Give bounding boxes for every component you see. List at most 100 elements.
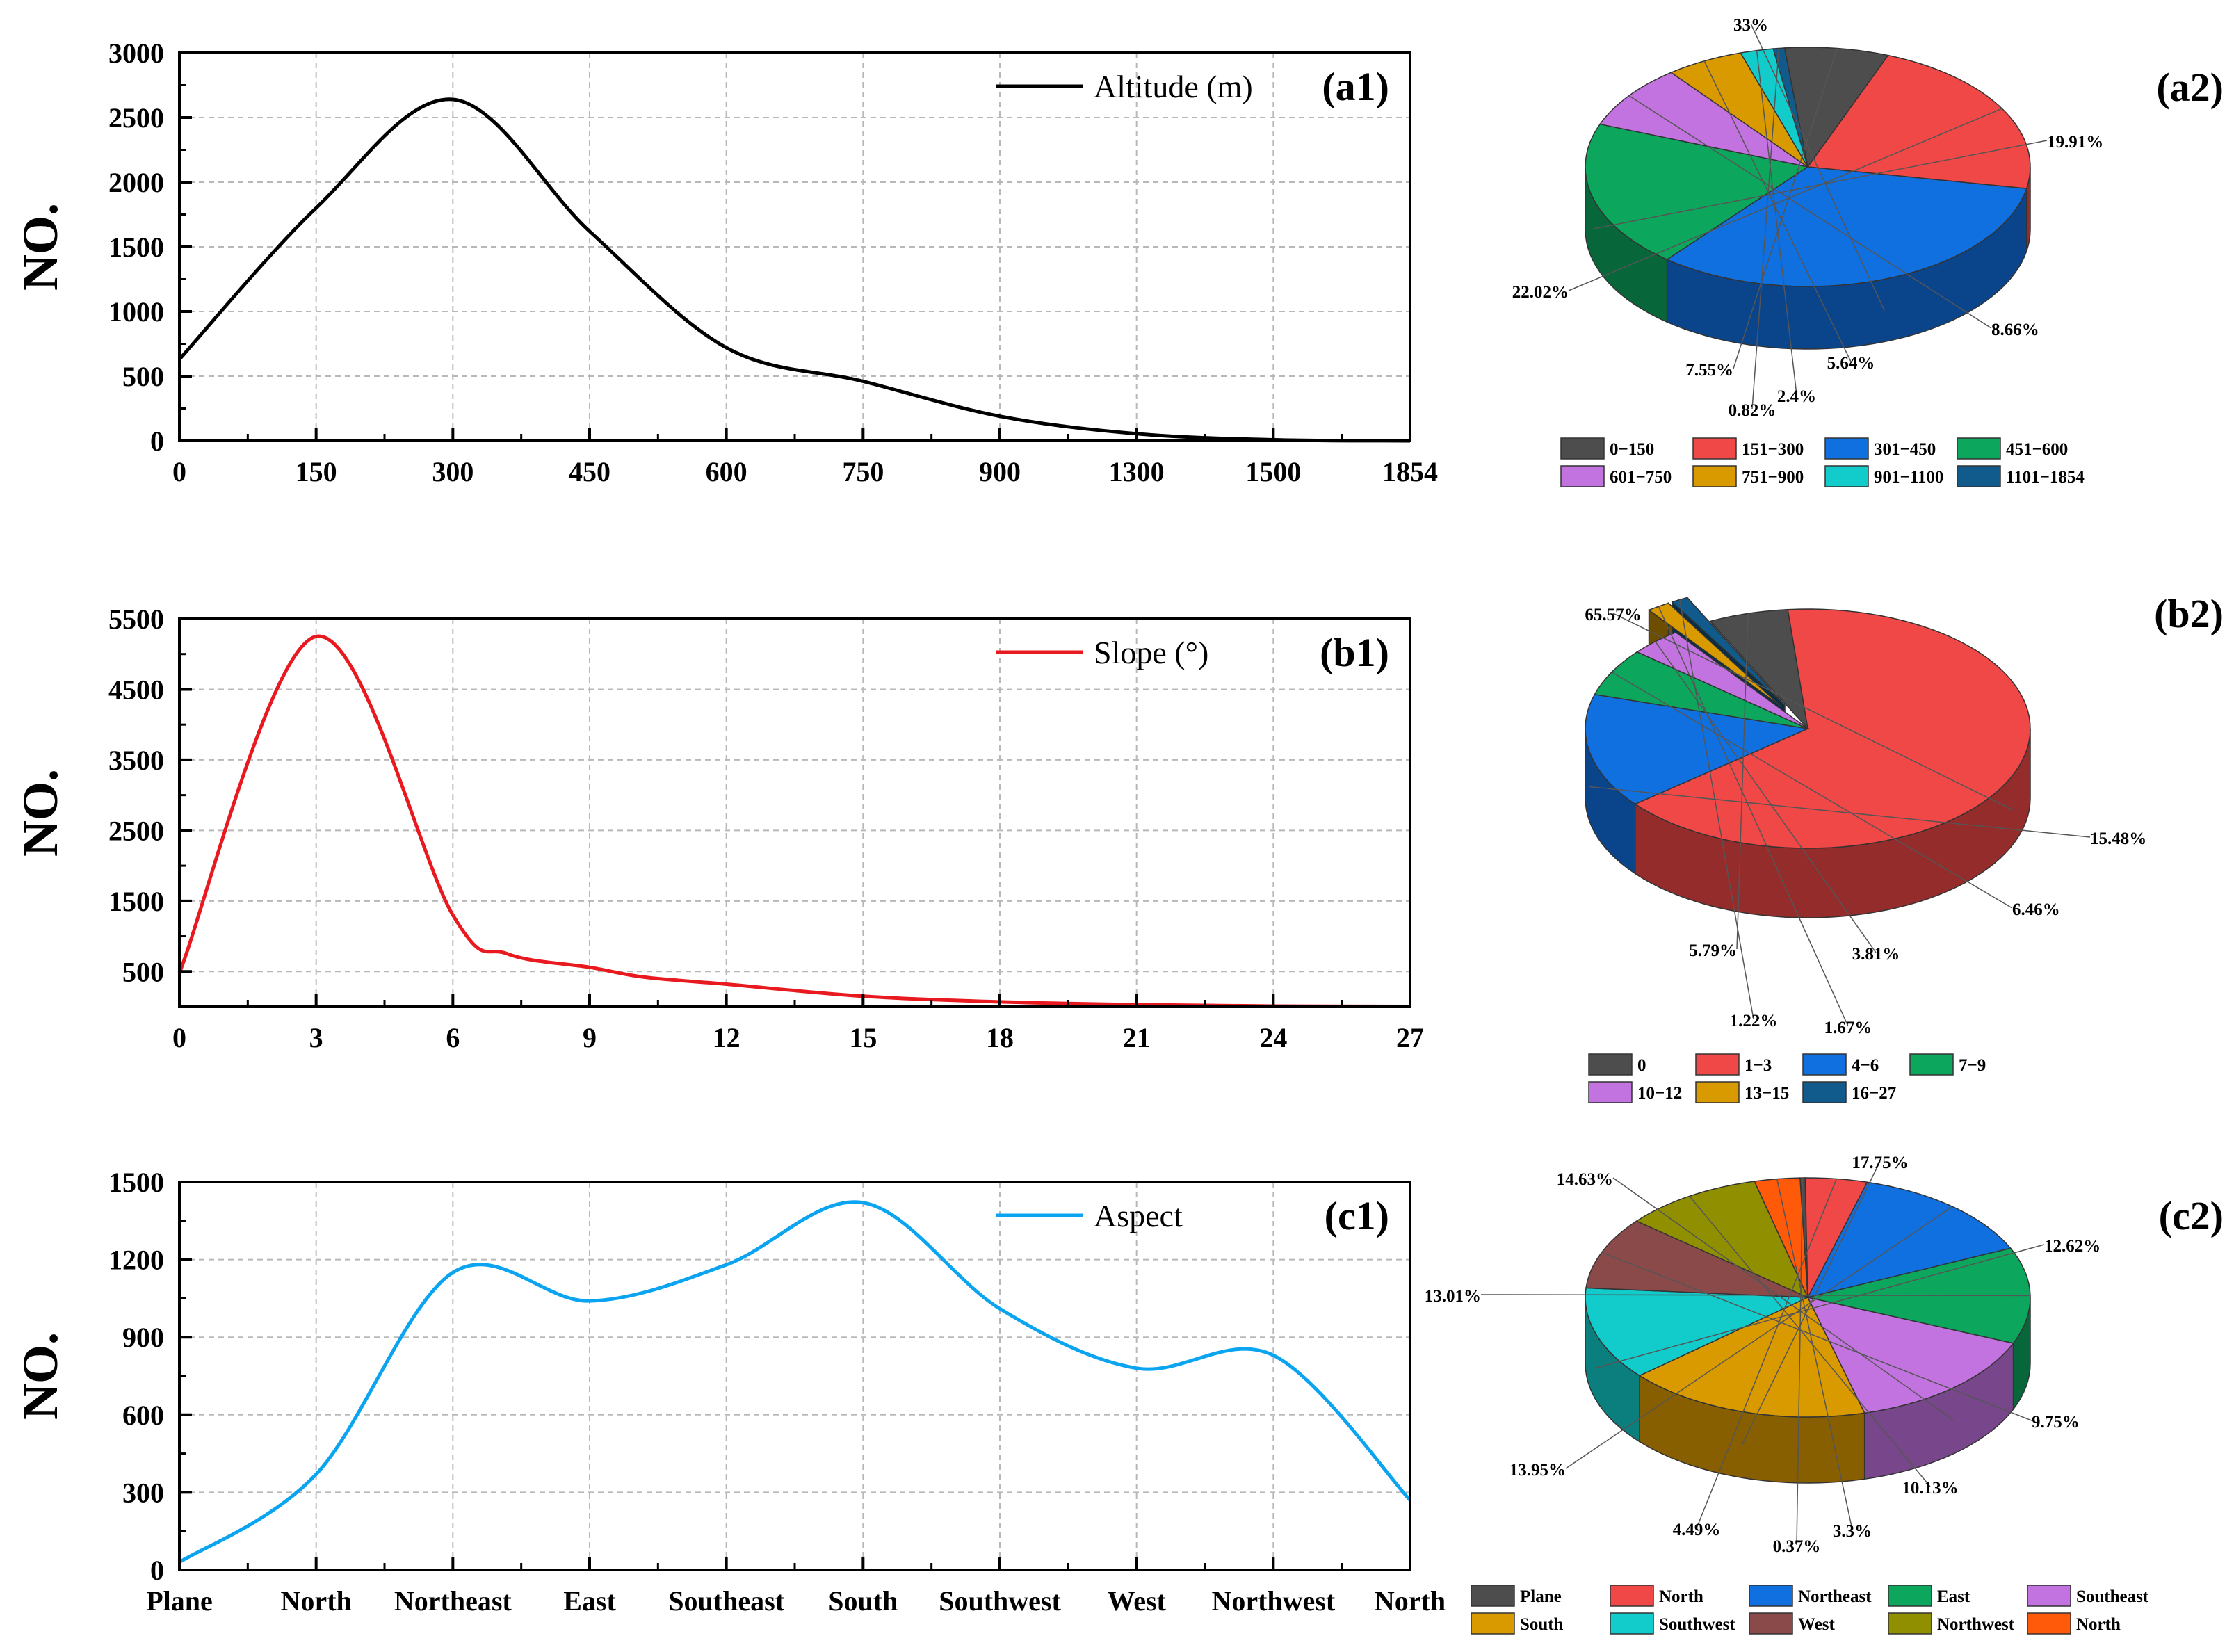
y-tick-label: 600 xyxy=(122,1400,164,1431)
y-tick-label: 300 xyxy=(122,1477,164,1508)
pie-leader-line xyxy=(1736,613,1749,950)
y-tick-label: 5500 xyxy=(108,604,164,635)
pie-leader-line xyxy=(1589,786,2091,838)
panel-label: (a1) xyxy=(1322,64,1389,109)
legend-label: 10−12 xyxy=(1637,1084,1682,1103)
panel-label: (b2) xyxy=(2154,591,2224,636)
legend-label: Southwest xyxy=(1659,1615,1735,1634)
pie-value-label: 3.81% xyxy=(1852,945,1900,964)
pie-slice-a2-2 xyxy=(1665,166,2027,287)
pie-slice-c2-6 xyxy=(1585,1287,1808,1377)
legend-label: 1101−1854 xyxy=(2006,468,2085,487)
y-tick-label: 3500 xyxy=(108,745,164,776)
x-tick-label: 450 xyxy=(569,456,610,487)
legend-label: Altitude (m) xyxy=(1094,69,1253,104)
x-tick-label: 150 xyxy=(296,456,337,487)
x-tick-label: 18 xyxy=(986,1022,1014,1053)
pie-value-label: 12.62% xyxy=(2044,1237,2101,1256)
y-tick-label: 1500 xyxy=(108,886,164,917)
y-tick-label: 1000 xyxy=(108,296,164,327)
pie-value-label: 1.67% xyxy=(1824,1019,1872,1037)
x-tick-label: 24 xyxy=(1259,1022,1287,1053)
pie-leader-line xyxy=(1655,641,1877,953)
legend-swatch xyxy=(2027,1612,2071,1635)
pie-value-label: 10.13% xyxy=(1902,1479,1958,1498)
y-tick-label: 0 xyxy=(150,426,164,457)
legend-swatch xyxy=(1695,1081,1740,1103)
x-tick-label: 900 xyxy=(979,456,1021,487)
y-tick-label: 900 xyxy=(122,1322,164,1353)
legend-label: Slope (°) xyxy=(1094,635,1208,670)
x-tick-label: 1500 xyxy=(1245,456,1301,487)
x-tick-label: 27 xyxy=(1396,1022,1424,1053)
x-tick-label: Plane xyxy=(146,1585,213,1617)
pie-leader-line xyxy=(1796,1178,1804,1546)
pie-value-label: 5.79% xyxy=(1689,941,1737,960)
plot-frame xyxy=(178,1181,1411,1571)
legend-swatch xyxy=(1888,1612,1932,1635)
pie-value-label: 6.46% xyxy=(2012,900,2060,919)
legend-label: 601−750 xyxy=(1610,468,1672,487)
x-tick-label: 0 xyxy=(172,456,186,487)
pie-leader-line xyxy=(1601,1252,2032,1421)
x-tick-label: West xyxy=(1107,1585,1166,1617)
panel-label: (b1) xyxy=(1320,630,1389,675)
pie-value-label: 1.22% xyxy=(1730,1012,1778,1030)
x-tick-label: 750 xyxy=(842,456,884,487)
x-tick-label: 1854 xyxy=(1382,456,1438,487)
legend-label: Plane xyxy=(1520,1587,1562,1606)
y-tick-label: 1500 xyxy=(108,232,164,263)
legend-swatch xyxy=(1588,1081,1633,1103)
pie-leader-line xyxy=(1592,140,2048,229)
y-axis-label: NO. xyxy=(13,203,68,291)
legend-swatch xyxy=(1888,1585,1932,1607)
x-tick-label: 3 xyxy=(309,1022,323,1053)
x-tick-label: North xyxy=(1375,1585,1446,1617)
y-tick-label: 2500 xyxy=(108,815,164,846)
pie-chart-c2: 0.37% 4.49% 13.95% 13.01% 14.63% 17.75% 12.62%… xyxy=(1425,1153,2224,1635)
pie-leader-line xyxy=(1658,606,1849,1027)
legend-label: 151−300 xyxy=(1742,440,1804,459)
x-tick-label: 600 xyxy=(706,456,747,487)
pie-slice-c2-5 xyxy=(1638,1297,1865,1418)
panel-label: (a2) xyxy=(2156,65,2224,110)
pie-slice-b2-3 xyxy=(1594,651,1808,729)
y-tick-label: 2500 xyxy=(108,102,164,133)
legend-label: 451−600 xyxy=(2006,440,2068,459)
x-tick-label: 9 xyxy=(583,1022,597,1053)
pie-leader-line xyxy=(1703,60,1852,362)
y-tick-label: 500 xyxy=(122,956,164,987)
pie-leader-line xyxy=(1750,23,1885,311)
pie-value-label: 8.66% xyxy=(1991,321,2039,339)
legend-swatch xyxy=(1909,1053,1954,1076)
y-tick-label: 1200 xyxy=(108,1245,164,1276)
y-tick-label: 500 xyxy=(122,361,164,392)
legend-label: 13−15 xyxy=(1745,1084,1789,1103)
y-tick-label: 0 xyxy=(150,1555,164,1586)
legend-swatch xyxy=(2027,1585,2071,1607)
pie-slice-b2-2 xyxy=(1585,693,1810,805)
legend-label: West xyxy=(1798,1615,1835,1634)
legend-label: Aspect xyxy=(1094,1198,1183,1233)
legend-label: East xyxy=(1937,1587,1970,1606)
legend-swatch xyxy=(1824,437,1869,460)
y-axis-label: NO. xyxy=(13,769,68,857)
pie-leader-line xyxy=(1565,1206,1953,1469)
pie-leader-line xyxy=(1568,108,2002,291)
pie-leader-line xyxy=(1678,599,1754,1020)
pie-leader-line xyxy=(1689,1195,1931,1487)
legend-label: Northeast xyxy=(1798,1587,1872,1606)
pie-value-label: 2.4% xyxy=(1777,387,1816,406)
x-tick-label: 21 xyxy=(1123,1022,1151,1053)
pie-value-label: 13.01% xyxy=(1425,1287,1481,1306)
legend-label: 16−27 xyxy=(1852,1084,1896,1103)
pie-slice-a2-3 xyxy=(1585,123,1809,261)
legend-swatch xyxy=(1824,465,1869,487)
pie-slice-a2-0 xyxy=(1783,47,1889,168)
x-tick-label: 6 xyxy=(446,1022,460,1053)
series-line-c1 xyxy=(178,1200,1411,1564)
y-tick-label: 2000 xyxy=(108,167,164,198)
pie-leader-line xyxy=(1741,1160,1881,1446)
legend-swatch xyxy=(1695,1053,1740,1076)
pie-leader-line xyxy=(1696,1179,1837,1529)
